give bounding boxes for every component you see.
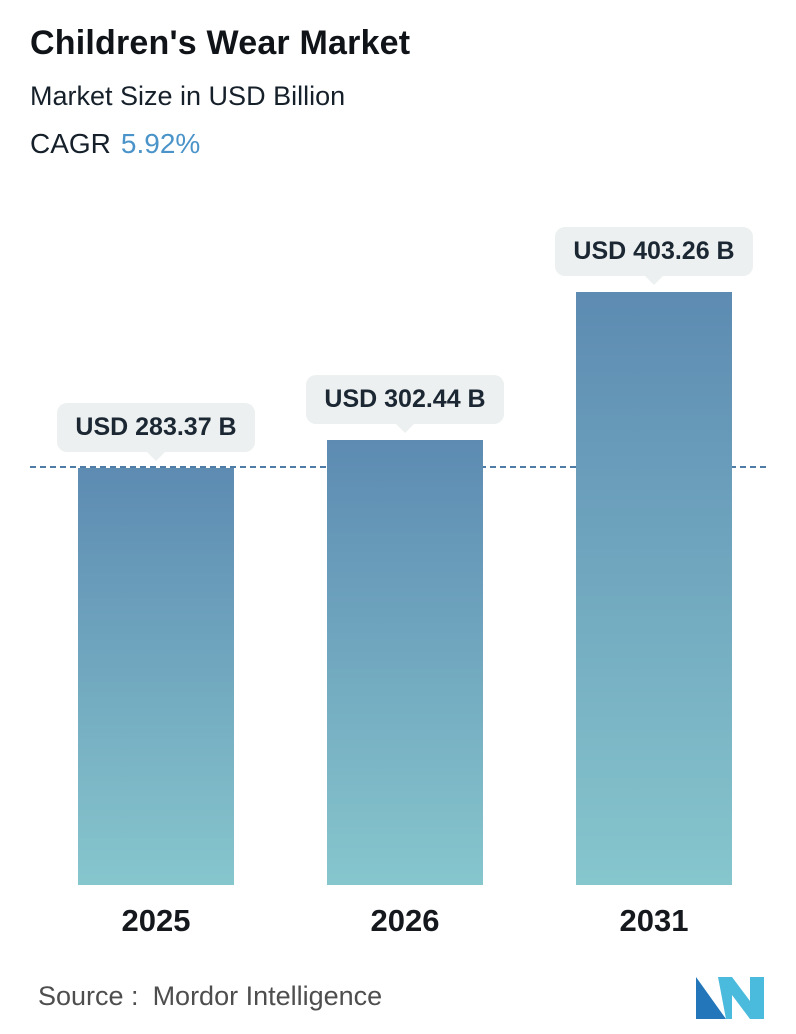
cagr-row: CAGR 5.92% bbox=[30, 128, 410, 160]
axis-label-2026: 2026 bbox=[370, 903, 440, 938]
axis-label-2025: 2025 bbox=[121, 903, 191, 938]
chart-footer: Source : Mordor Intelligence bbox=[38, 972, 766, 1020]
bar-2026 bbox=[327, 440, 483, 885]
value-badge-2031: USD 403.26 B bbox=[555, 227, 753, 276]
bar-column-2025: USD 283.37 B 2025 bbox=[57, 403, 255, 945]
bar-column-2031: USD 403.26 B 2031 bbox=[555, 227, 753, 945]
cagr-value: 5.92% bbox=[120, 128, 201, 159]
bar-chart: USD 283.37 B 2025 USD 302.44 B 2026 USD 403.… bbox=[30, 227, 766, 945]
value-badge-2026: USD 302.44 B bbox=[306, 375, 504, 425]
chart-subtitle: Market Size in USD Billion bbox=[30, 81, 346, 111]
bar-2025 bbox=[78, 468, 234, 885]
bars-container: USD 283.37 B 2025 USD 302.44 B 2026 USD 403.… bbox=[57, 227, 753, 945]
cagr-label: CAGR bbox=[30, 128, 111, 159]
chart-title: Children's Wear Market bbox=[30, 24, 411, 62]
source-label: Source : bbox=[38, 980, 139, 1011]
value-badge-2025: USD 283.37 B bbox=[57, 403, 255, 453]
axis-label-2031: 2031 bbox=[619, 903, 689, 938]
bar-column-2026: USD 302.44 B 2026 bbox=[306, 375, 504, 945]
chart-header: Children's Wear Market Market Size in US… bbox=[30, 24, 410, 160]
mordor-intelligence-logo bbox=[696, 977, 764, 1019]
source-text: Source : Mordor Intelligence bbox=[38, 981, 382, 1012]
bar-2031 bbox=[576, 292, 732, 885]
source-value: Mordor Intelligence bbox=[152, 980, 383, 1011]
